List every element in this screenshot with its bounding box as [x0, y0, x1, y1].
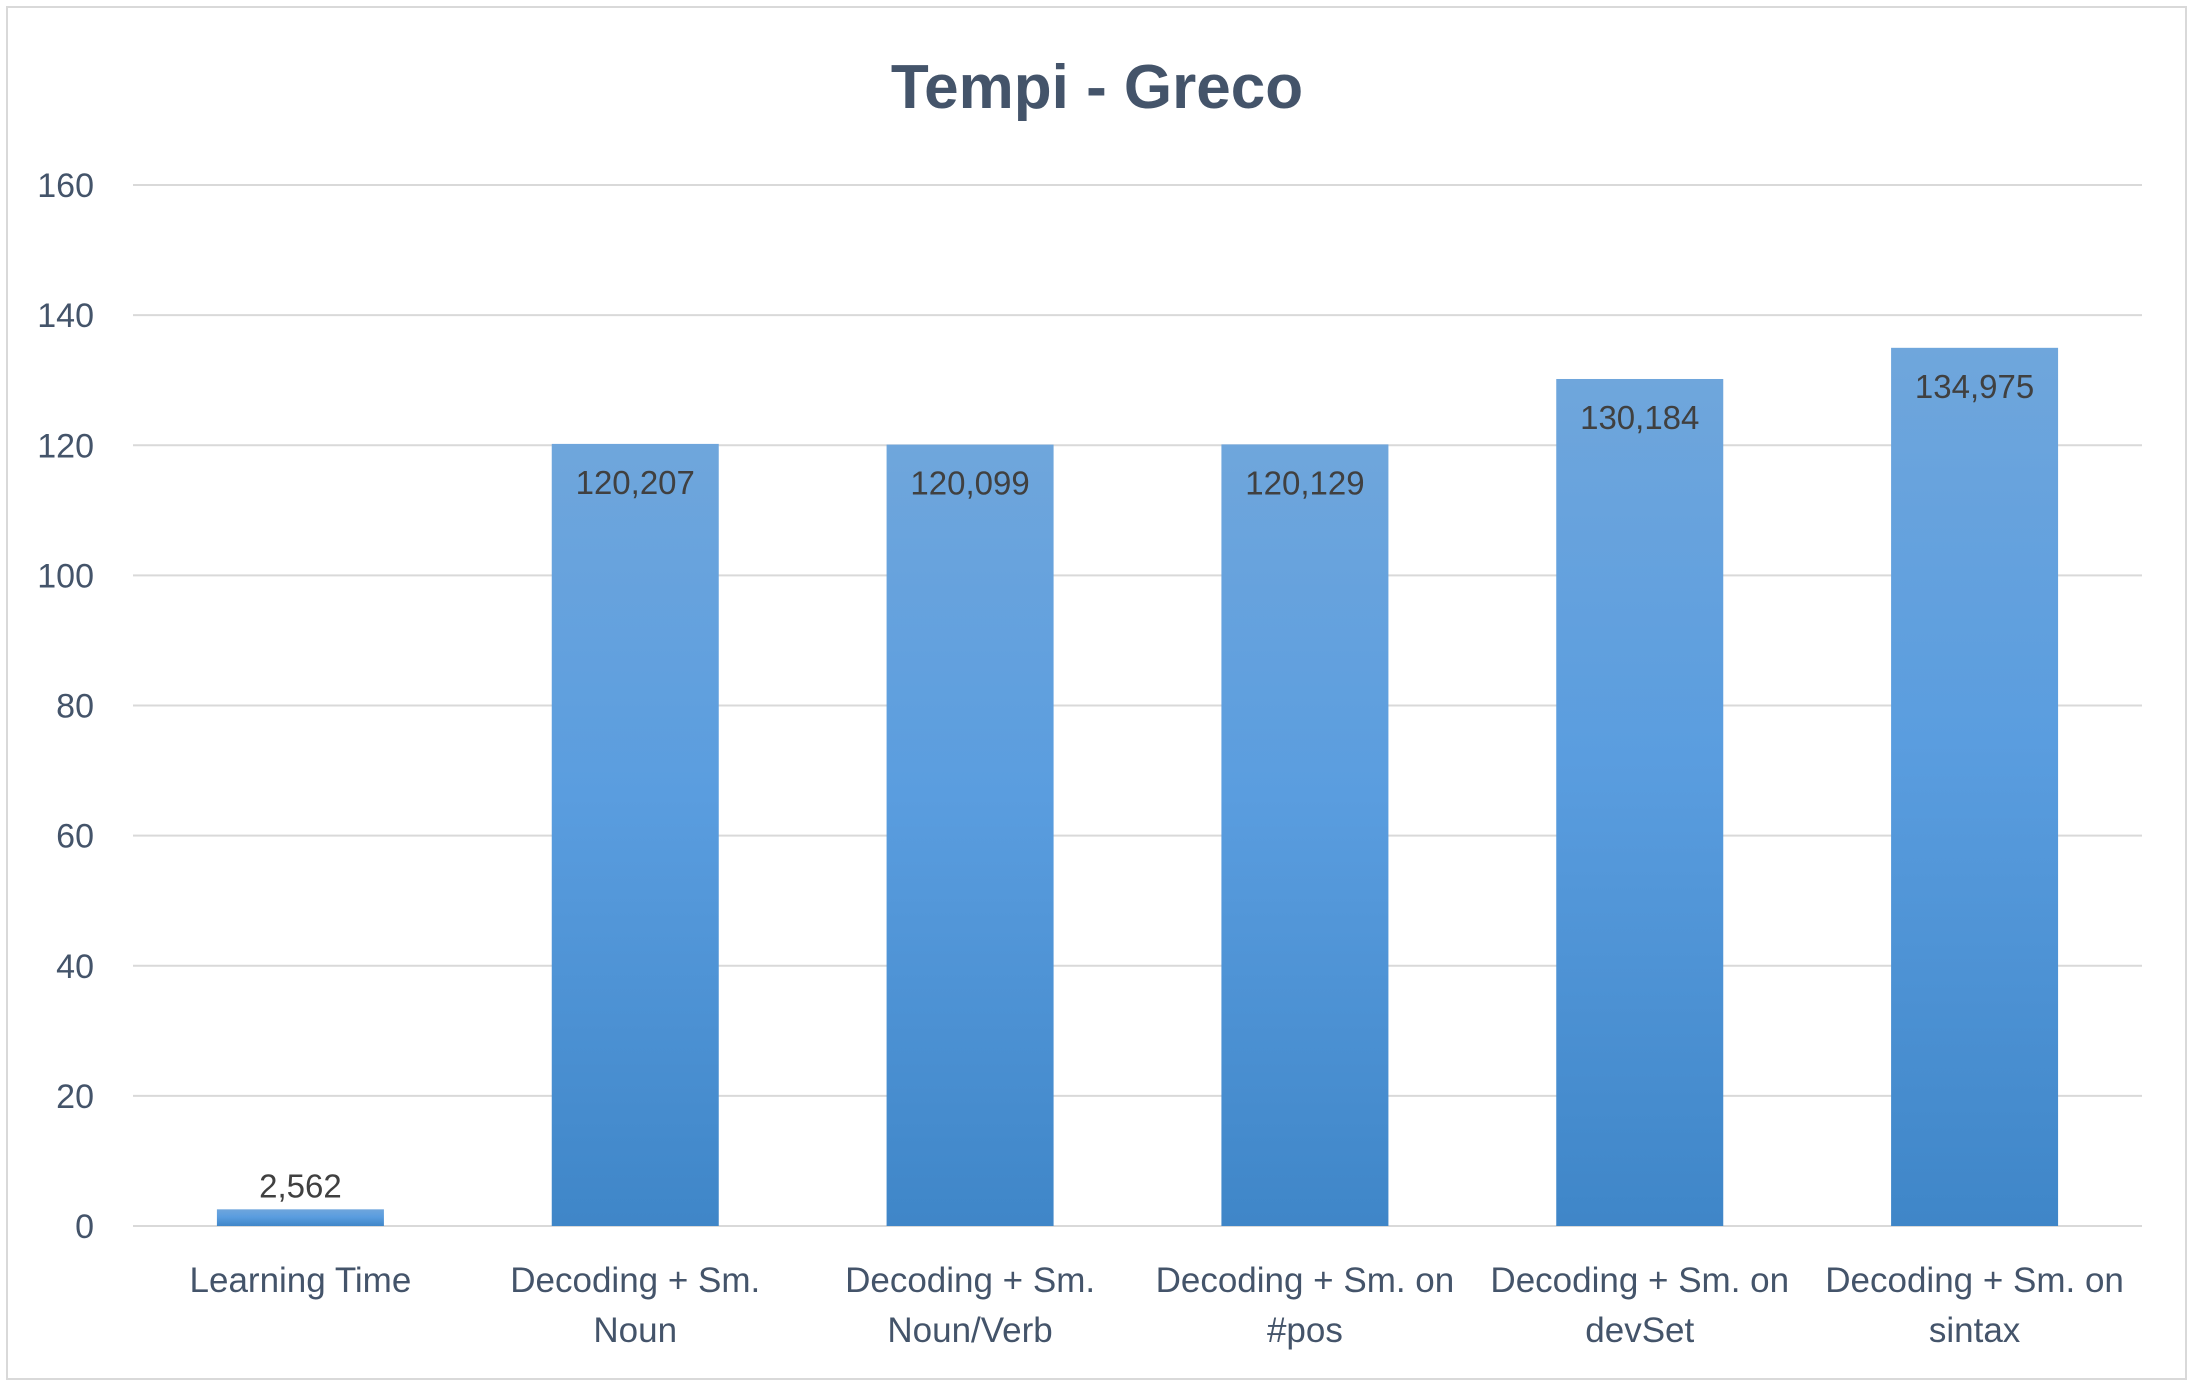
data-labels: 2,562 120,207 120,099 120,129 130,184 134,975	[259, 368, 2034, 1205]
data-label: 120,129	[1245, 464, 1364, 501]
data-label: 2,562	[259, 1167, 342, 1204]
x-tick-label: #pos	[1267, 1311, 1343, 1350]
x-tick-label: Decoding + Sm. on	[1825, 1261, 2124, 1300]
y-tick-label: 100	[37, 557, 94, 595]
data-label: 120,207	[576, 464, 695, 501]
y-tick-label: 160	[37, 167, 94, 205]
bar	[551, 443, 719, 1226]
y-tick-label: 60	[56, 818, 94, 856]
bar	[886, 444, 1054, 1226]
data-label: 134,975	[1915, 368, 2034, 405]
y-tick-label: 20	[56, 1078, 94, 1116]
x-tick-label: sintax	[1929, 1311, 2021, 1350]
x-tick-label: Noun/Verb	[887, 1311, 1052, 1350]
x-axis-ticks: Learning Time Decoding + Sm. Noun Decoding …	[190, 1261, 2124, 1350]
bar	[1221, 444, 1389, 1226]
y-tick-label: 40	[56, 948, 94, 986]
x-tick-label: Decoding + Sm.	[845, 1261, 1095, 1300]
y-axis-ticks: 0 20 40 60 80 100 120 140 160	[37, 167, 94, 1246]
x-tick-label: Noun	[593, 1311, 677, 1350]
y-tick-label: 140	[37, 297, 94, 335]
gridlines	[133, 184, 2142, 1227]
x-tick-label: Decoding + Sm.	[510, 1261, 760, 1300]
chart-frame	[6, 6, 2187, 1380]
y-tick-label: 80	[56, 688, 94, 726]
data-label: 120,099	[910, 465, 1029, 502]
y-tick-label: 0	[75, 1208, 94, 1246]
x-tick-label: devSet	[1585, 1311, 1694, 1350]
y-tick-label: 120	[37, 427, 94, 465]
x-tick-label: Decoding + Sm. on	[1490, 1261, 1789, 1300]
data-label: 130,184	[1580, 399, 1699, 436]
bars	[216, 347, 2059, 1226]
bar	[216, 1209, 384, 1226]
bar	[1891, 347, 2059, 1226]
chart-title: Tempi - Greco	[891, 53, 1303, 122]
x-tick-label: Learning Time	[190, 1261, 412, 1300]
bar	[1556, 378, 1724, 1226]
x-tick-label: Decoding + Sm. on	[1156, 1261, 1455, 1300]
